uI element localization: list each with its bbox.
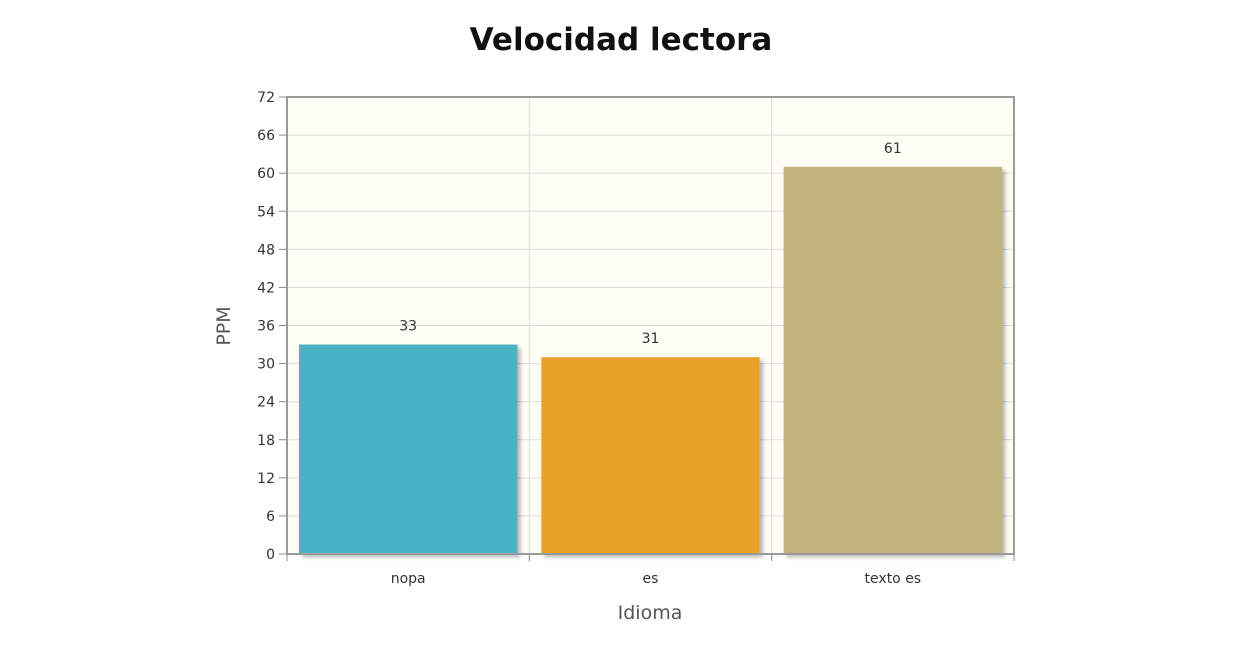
y-axis: 0 6 12 18 24 30 36 42 48 54 60 66 72 [257, 90, 287, 563]
y-tick-label: 12 [257, 471, 275, 487]
y-tick-label: 72 [257, 90, 275, 106]
y-tick-label: 54 [257, 204, 275, 220]
x-category-label: es [643, 571, 659, 587]
y-tick-label: 18 [257, 433, 275, 449]
y-tick-label: 48 [257, 242, 275, 258]
data-label: 61 [884, 141, 902, 157]
y-tick-label: 30 [257, 357, 275, 373]
y-tick-label: 6 [266, 509, 275, 525]
y-tick-label: 24 [257, 395, 275, 411]
x-axis: nopa es texto es [286, 554, 1015, 587]
y-tick-label: 36 [257, 319, 275, 335]
y-axis-label: PPM [213, 306, 235, 345]
x-category-label: texto es [865, 571, 922, 587]
y-tick-label: 42 [257, 280, 275, 296]
chart-title: Velocidad lectora [470, 22, 773, 58]
y-tick-label: 0 [266, 547, 275, 563]
bar-texto-es [783, 166, 1002, 554]
bar-nopa [299, 344, 518, 554]
data-label: 31 [642, 331, 660, 347]
y-tick-label: 66 [257, 128, 275, 144]
y-tick-label: 60 [257, 166, 275, 182]
x-axis-label: Idioma [618, 602, 683, 624]
bar-es [541, 357, 760, 554]
x-category-label: nopa [391, 571, 426, 587]
bars: 33 31 61 [299, 141, 1002, 554]
plot-border [286, 96, 1015, 555]
data-label: 33 [399, 319, 417, 335]
